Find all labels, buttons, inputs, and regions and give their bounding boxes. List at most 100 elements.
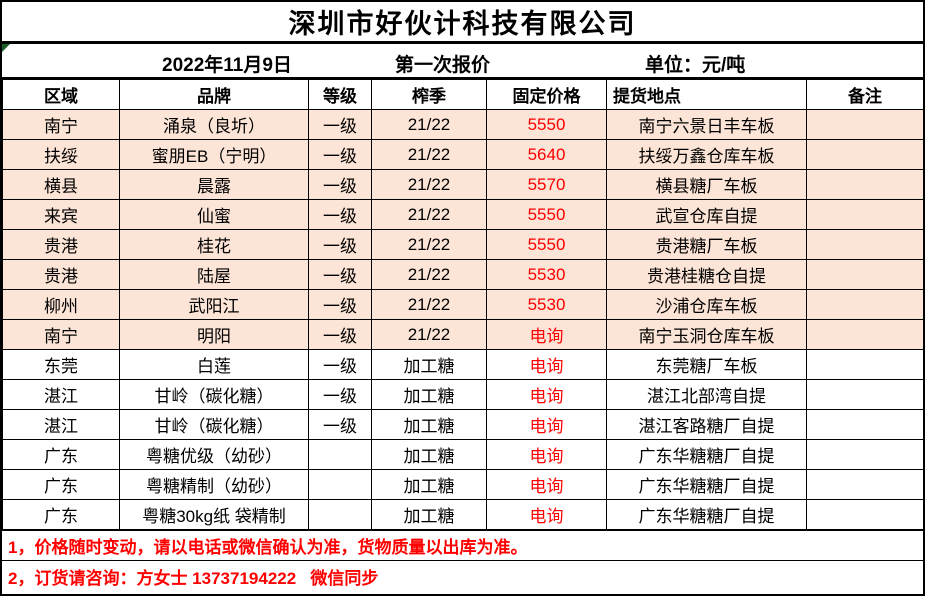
cell-price: 5640 (486, 139, 607, 170)
title-row: 深圳市好伙计科技有限公司 (2, 2, 923, 44)
cell-pickup: 广东华糖糖厂自提 (606, 439, 807, 470)
cell-region: 横县 (2, 169, 120, 200)
cell-note (806, 289, 923, 320)
table-row: 柳州 武阳江 一级 21/22 5530 沙浦仓库车板 (2, 289, 923, 320)
cell-season: 21/22 (371, 229, 487, 260)
cell-region: 南宁 (2, 319, 120, 350)
cell-region: 广东 (2, 439, 120, 470)
cell-season: 加工糖 (371, 349, 487, 380)
cell-price: 电询 (486, 349, 607, 380)
cell-season: 加工糖 (371, 469, 487, 500)
cell-pickup: 南宁六景日丰车板 (606, 109, 807, 140)
cell-region: 柳州 (2, 289, 120, 320)
cell-brand: 晨露 (119, 169, 309, 200)
cell-grade (308, 499, 372, 530)
table-row: 湛江 甘岭（碳化糖） 一级 加工糖 电询 湛江北部湾自提 (2, 379, 923, 410)
cell-pickup: 广东华糖糖厂自提 (606, 469, 807, 500)
col-header-pickup: 提货地点 (606, 79, 807, 110)
cell-price: 5550 (486, 229, 607, 260)
cell-price: 5530 (486, 289, 607, 320)
cell-region: 湛江 (2, 379, 120, 410)
cell-grade: 一级 (308, 169, 372, 200)
cell-brand: 甘岭（碳化糖） (119, 409, 309, 440)
table-row: 湛江 甘岭（碳化糖） 一级 加工糖 电询 湛江客路糖厂自提 (2, 409, 923, 440)
cell-season: 加工糖 (371, 379, 487, 410)
cell-price: 5550 (486, 199, 607, 230)
cell-note (806, 439, 923, 470)
cell-region: 东莞 (2, 349, 120, 380)
price-unit: 单位：元/吨 (645, 55, 746, 76)
header-row: 区域 品牌 等级 榨季 固定价格 提货地点 备注 (2, 79, 923, 110)
cell-region: 扶绥 (2, 139, 120, 170)
cell-brand: 桂花 (119, 229, 309, 260)
table-row: 广东 粤糖优级（幼砂） 加工糖 电询 广东华糖糖厂自提 (2, 439, 923, 470)
cell-region: 贵港 (2, 229, 120, 260)
price-table: 区域 品牌 等级 榨季 固定价格 提货地点 备注 南宁 涌泉（良圻） 一级 21/22… (2, 79, 923, 530)
cell-pickup: 武宣仓库自提 (606, 199, 807, 230)
cell-pickup: 南宁玉洞仓库车板 (606, 319, 807, 350)
cell-pickup: 贵港桂糖仓自提 (606, 259, 807, 290)
cell-region: 来宾 (2, 199, 120, 230)
cell-season: 加工糖 (371, 499, 487, 530)
cell-brand: 粤糖优级（幼砂） (119, 439, 309, 470)
cell-brand: 涌泉（良圻） (119, 109, 309, 140)
cell-region: 湛江 (2, 409, 120, 440)
cell-brand: 粤糖精制（幼砂） (119, 469, 309, 500)
table-row: 广东 粤糖30kg纸 袋精制 加工糖 电询 广东华糖糖厂自提 (2, 499, 923, 530)
cell-pickup: 东莞糖厂车板 (606, 349, 807, 380)
cell-pickup: 湛江北部湾自提 (606, 379, 807, 410)
cell-season: 21/22 (371, 319, 487, 350)
cell-grade (308, 439, 372, 470)
cell-price: 电询 (486, 409, 607, 440)
cell-note (806, 199, 923, 230)
cell-note (806, 169, 923, 200)
cell-note (806, 499, 923, 530)
cell-region: 广东 (2, 469, 120, 500)
cell-price: 电询 (486, 469, 607, 500)
cell-brand: 武阳江 (119, 289, 309, 320)
cell-brand: 蜜朋EB（宁明） (119, 139, 309, 170)
cell-pickup: 横县糖厂车板 (606, 169, 807, 200)
cell-note (806, 259, 923, 290)
table-row: 贵港 桂花 一级 21/22 5550 贵港糖厂车板 (2, 229, 923, 260)
cell-price: 电询 (486, 379, 607, 410)
col-header-region: 区域 (2, 79, 120, 110)
cell-grade: 一级 (308, 319, 372, 350)
table-row: 南宁 明阳 一级 21/22 电询 南宁玉洞仓库车板 (2, 319, 923, 350)
cell-pickup: 沙浦仓库车板 (606, 289, 807, 320)
table-row: 广东 粤糖精制（幼砂） 加工糖 电询 广东华糖糖厂自提 (2, 469, 923, 500)
cell-season: 21/22 (371, 169, 487, 200)
cell-note (806, 349, 923, 380)
col-header-season: 榨季 (371, 79, 487, 110)
cell-price: 电询 (486, 499, 607, 530)
cell-grade: 一级 (308, 109, 372, 140)
cell-brand: 白莲 (119, 349, 309, 380)
cell-price: 5530 (486, 259, 607, 290)
cell-price: 电询 (486, 319, 607, 350)
cell-season: 21/22 (371, 259, 487, 290)
cell-grade: 一级 (308, 349, 372, 380)
company-title: 深圳市好伙计科技有限公司 (288, 9, 637, 39)
cell-grade (308, 469, 372, 500)
cell-price: 电询 (486, 439, 607, 470)
cell-season: 21/22 (371, 139, 487, 170)
subheader-row: 2022年11月9日 第一次报价 单位：元/吨 (2, 44, 923, 79)
cell-note (806, 469, 923, 500)
col-header-brand: 品牌 (119, 79, 309, 110)
table-row: 横县 晨露 一级 21/22 5570 横县糖厂车板 (2, 169, 923, 200)
cell-grade: 一级 (308, 379, 372, 410)
cell-brand: 甘岭（碳化糖） (119, 379, 309, 410)
col-header-price: 固定价格 (486, 79, 607, 110)
cell-grade: 一级 (308, 409, 372, 440)
cell-brand: 陆屋 (119, 259, 309, 290)
table-row: 南宁 涌泉（良圻） 一级 21/22 5550 南宁六景日丰车板 (2, 109, 923, 140)
cell-grade: 一级 (308, 259, 372, 290)
cell-pickup: 贵港糖厂车板 (606, 229, 807, 260)
cell-season: 21/22 (371, 289, 487, 320)
cell-note (806, 379, 923, 410)
cell-note (806, 229, 923, 260)
footer-notes: 1，价格随时变动，请以电话或微信确认为准，货物质量以出库为准。 2，订货请咨询：… (2, 530, 923, 591)
cell-pickup: 广东华糖糖厂自提 (606, 499, 807, 530)
note-price-disclaimer: 1，价格随时变动，请以电话或微信确认为准，货物质量以出库为准。 (2, 531, 923, 561)
cell-region: 贵港 (2, 259, 120, 290)
